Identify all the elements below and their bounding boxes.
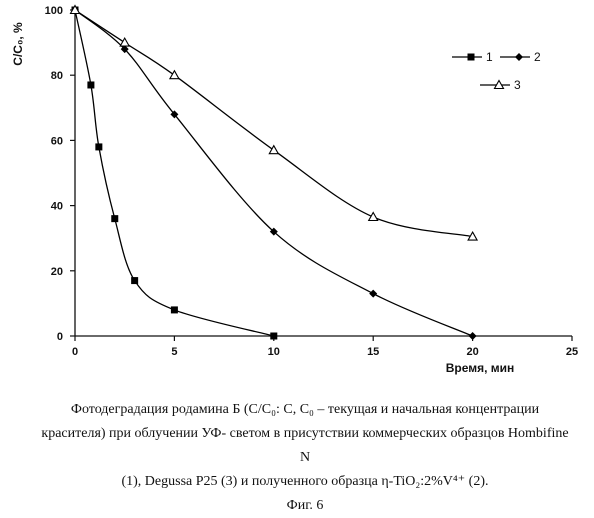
y-tick-label: 20 <box>51 266 63 278</box>
series-1 <box>71 6 278 340</box>
data-point-triangle <box>493 79 505 90</box>
data-point-square <box>170 306 178 314</box>
series-3 <box>69 4 479 241</box>
legend-item-1: 1 <box>452 50 493 64</box>
legend-label: 1 <box>486 50 493 64</box>
figure-label: Фиг. 6 <box>286 498 324 513</box>
x-tick-label: 5 <box>171 346 177 358</box>
data-point-square <box>95 143 103 151</box>
y-axis-title: C/C₀, % <box>11 22 25 66</box>
chart: 0 5 10 15 20 25 0 20 40 60 80 100 1 23 C/C₀, % Время… <box>11 4 578 375</box>
data-point-triangle <box>119 36 131 47</box>
data-point-square <box>111 215 119 223</box>
data-point-square <box>131 277 139 285</box>
data-point-diamond <box>515 53 523 61</box>
data-point-triangle <box>168 69 180 80</box>
x-tick-label: 10 <box>268 346 280 358</box>
data-point-diamond <box>468 332 477 340</box>
data-point-square <box>87 81 95 89</box>
y-tick-label: 40 <box>51 201 63 213</box>
series-2 <box>71 6 477 340</box>
data-point-diamond <box>269 227 278 236</box>
y-tick-label: 60 <box>51 135 63 147</box>
data-point-triangle <box>69 4 81 15</box>
legend: 1 23 <box>452 50 541 92</box>
data-point-diamond <box>120 45 129 54</box>
data-point-triangle <box>367 211 379 222</box>
data-point-square <box>467 53 475 61</box>
legend-label: 2 <box>534 50 541 64</box>
y-tick-label: 0 <box>57 331 63 343</box>
caption-line-1: Фотодеградация родамина Б (C/C₀: C, C₀ –… <box>70 402 540 417</box>
legend-label: 3 <box>514 78 521 92</box>
series-group <box>69 4 479 340</box>
ticks: 0 5 10 15 20 25 0 20 40 60 80 100 <box>45 5 578 358</box>
axes <box>74 10 572 337</box>
data-point-diamond <box>170 110 179 119</box>
x-tick-label: 20 <box>466 346 478 358</box>
y-tick-label: 80 <box>51 70 63 82</box>
x-tick-label: 15 <box>367 346 379 358</box>
x-tick-label: 25 <box>566 346 578 358</box>
y-tick-label: 100 <box>45 5 63 17</box>
data-point-square <box>270 332 278 340</box>
figure-caption: Фотодеградация родамина Б (C/C₀: C, C₀ –… <box>40 398 570 518</box>
data-point-triangle <box>467 230 479 241</box>
data-point-diamond <box>369 289 378 298</box>
series-line <box>74 9 473 238</box>
caption-line-3: (1), Degussa P25 (3) и полученного образ… <box>121 474 489 489</box>
series-line <box>74 9 274 337</box>
legend-item-2: 2 <box>500 50 541 64</box>
series-line <box>74 9 473 337</box>
legend-item-3: 3 <box>480 78 521 92</box>
x-axis-title: Время, мин <box>446 361 515 375</box>
caption-line-2: красителя) при облучении УФ- светом в пр… <box>41 426 569 465</box>
x-tick-label: 0 <box>72 346 78 358</box>
data-point-triangle <box>268 144 280 155</box>
